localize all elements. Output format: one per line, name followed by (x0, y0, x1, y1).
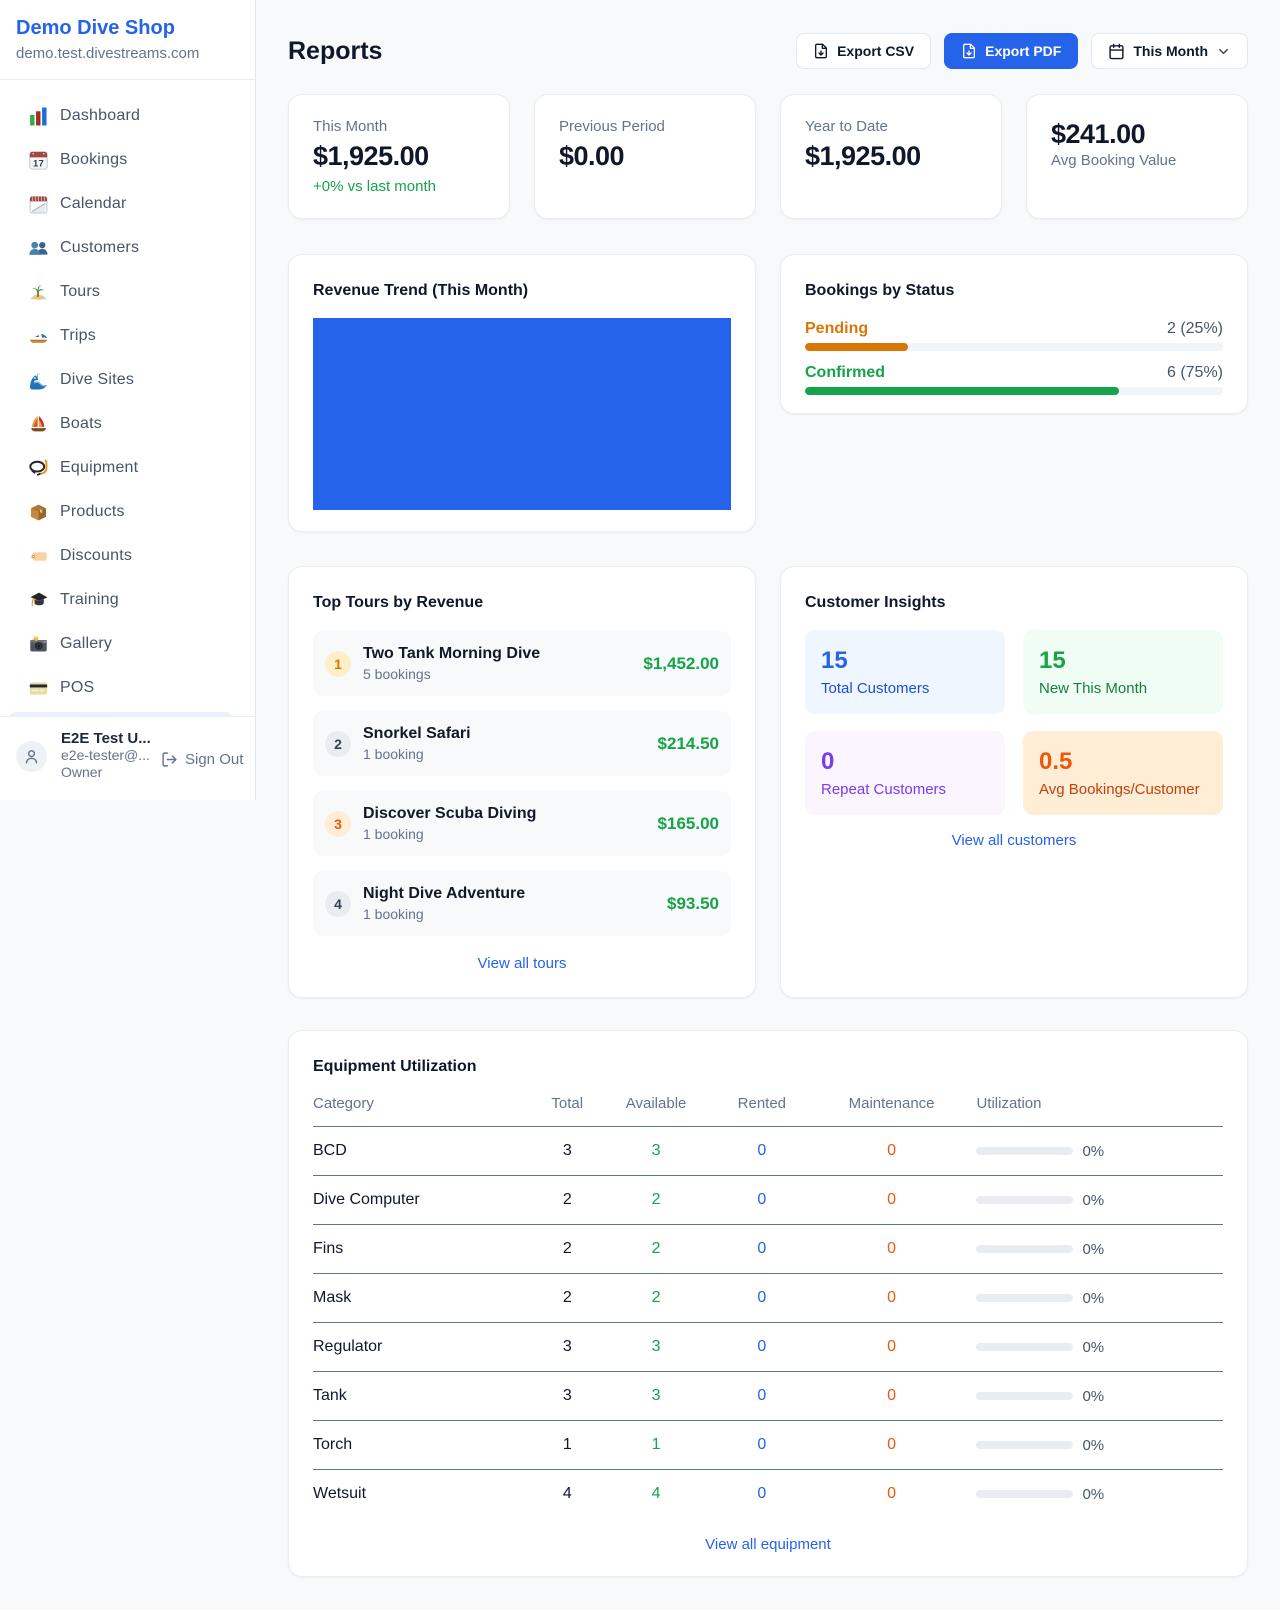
svg-text:17: 17 (33, 158, 44, 169)
